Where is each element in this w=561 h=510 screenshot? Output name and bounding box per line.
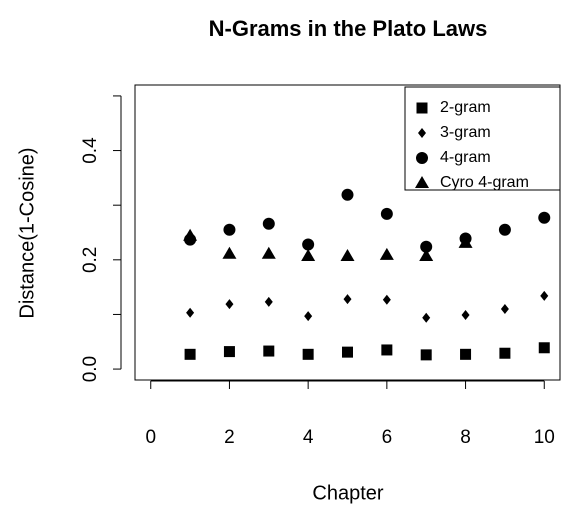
legend-label: Cyro 4-gram: [440, 174, 529, 191]
legend-marker: [416, 152, 428, 164]
data-point: [222, 246, 237, 259]
x-tick-label: 0: [145, 427, 156, 448]
chart-title: N-Grams in the Plato Laws: [209, 16, 488, 41]
data-point: [223, 346, 235, 358]
legend-label: 3-gram: [440, 124, 491, 141]
data-point: [186, 307, 195, 318]
data-point: [223, 223, 236, 236]
y-tick-label: 0.0: [80, 356, 101, 382]
data-point: [302, 238, 315, 251]
data-point: [184, 348, 196, 360]
data-point: [458, 235, 473, 248]
data-point: [422, 312, 431, 323]
data-point: [419, 248, 434, 261]
y-axis-label: Distance(1-Cosine): [16, 147, 38, 318]
data-point: [420, 349, 432, 361]
data-point: [262, 217, 275, 230]
legend-marker: [415, 176, 429, 188]
data-point: [500, 303, 509, 314]
data-point: [304, 311, 313, 322]
data-point: [540, 290, 549, 301]
x-tick-label: 8: [460, 427, 471, 448]
legend-marker: [416, 102, 428, 114]
data-point: [460, 348, 472, 360]
x-tick-label: 6: [382, 427, 393, 448]
data-point: [301, 248, 316, 261]
data-point: [225, 299, 234, 310]
x-tick-label: 4: [303, 427, 314, 448]
data-point: [499, 347, 511, 359]
data-point: [420, 240, 433, 253]
data-point: [261, 246, 276, 259]
data-point: [538, 211, 551, 224]
y-tick-label: 0.4: [80, 137, 101, 164]
x-tick-label: 10: [534, 427, 555, 448]
y-tick-label: 0.2: [80, 247, 101, 273]
data-point: [341, 188, 354, 201]
data-point: [302, 348, 314, 360]
legend-label: 4-gram: [440, 149, 491, 166]
data-point: [342, 346, 353, 358]
data-point: [380, 207, 393, 220]
data-point: [340, 248, 355, 261]
data-point: [343, 294, 352, 305]
x-axis-label: Chapter: [312, 482, 383, 504]
x-tick-label: 2: [224, 427, 235, 448]
data-point: [264, 296, 273, 307]
data-point: [379, 247, 394, 260]
data-point: [263, 345, 275, 357]
data-point: [382, 294, 391, 305]
data-point: [498, 223, 511, 236]
data-point: [461, 309, 470, 320]
legend-label: 2-gram: [440, 99, 491, 116]
data-point: [538, 342, 550, 354]
legend-box: [404, 86, 561, 191]
data-point: [381, 344, 393, 356]
data-point: [183, 228, 198, 241]
plot-box: [134, 84, 561, 381]
legend-marker: [418, 128, 426, 138]
